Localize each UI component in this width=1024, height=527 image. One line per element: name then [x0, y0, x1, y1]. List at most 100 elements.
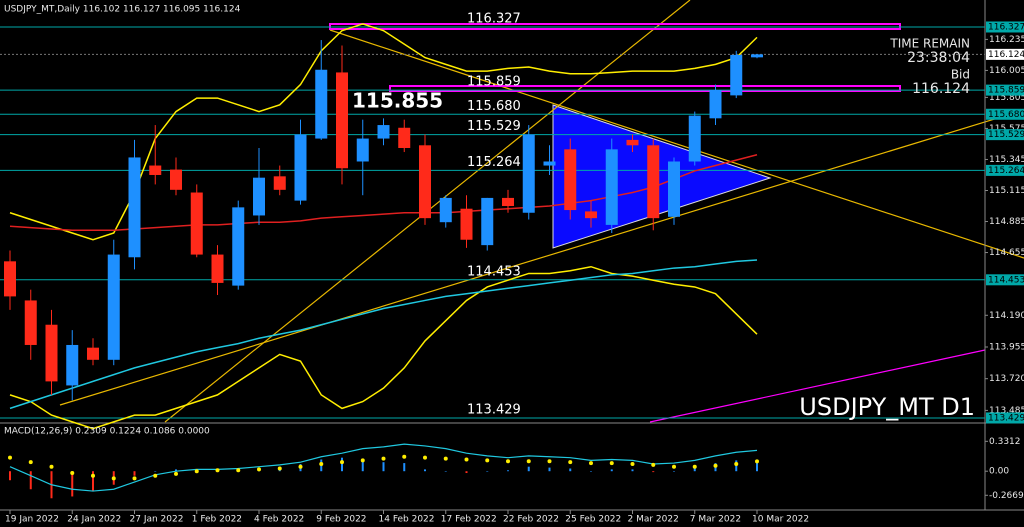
- bid-price-label: 116.124: [988, 50, 1024, 60]
- trend-line: [649, 349, 986, 423]
- indicator-line: [9, 259, 758, 410]
- x-tick-label: 7 Mar 2022: [690, 515, 741, 525]
- signal-dot: [755, 459, 759, 464]
- signal-dot: [194, 469, 199, 474]
- bid-value: 116.124: [912, 81, 970, 97]
- bid-label: Bid: [951, 68, 970, 82]
- signal-dot: [464, 457, 469, 462]
- y-tick-label: 114.190: [989, 311, 1024, 321]
- macd-bar: [133, 471, 136, 476]
- time-remain: 23:38:04: [907, 50, 970, 66]
- macd-bar: [71, 471, 74, 497]
- symbol-header: USDJPY_MT,Daily 116.102 116.127 116.095 …: [4, 5, 241, 15]
- level-price-box: [986, 412, 1024, 424]
- y-tick-label: 113.720: [989, 374, 1024, 384]
- level-price-box: [986, 164, 1024, 176]
- level-price-label: 115.859: [988, 86, 1024, 96]
- candle-body: [709, 89, 722, 119]
- trend-line: [59, 109, 1024, 406]
- candle-body: [626, 139, 639, 146]
- macd-bar: [652, 471, 655, 473]
- level-label: 115.529: [467, 119, 521, 134]
- x-tick-label: 1 Feb 2022: [192, 515, 242, 525]
- y-tick-label: 0.3312: [989, 437, 1021, 447]
- level-price-label: 115.529: [988, 130, 1024, 140]
- macd-bar: [569, 468, 572, 472]
- y-tick-label: 115.575: [989, 124, 1024, 134]
- signal-dot: [609, 461, 614, 466]
- x-tick-label: 9 Feb 2022: [316, 515, 366, 525]
- macd-bar: [465, 471, 468, 474]
- candle-body: [356, 138, 369, 162]
- signal-dot: [402, 454, 407, 459]
- time-remain-label: TIME REMAIN: [889, 37, 970, 51]
- level-label: 113.429: [467, 402, 521, 417]
- candle-body: [107, 254, 120, 360]
- y-tick-label: 116.005: [989, 66, 1024, 76]
- candle-body: [87, 347, 99, 360]
- signal-dot: [91, 473, 95, 478]
- candle-body: [481, 197, 494, 246]
- signal-dot: [8, 455, 12, 460]
- candle-body: [24, 300, 37, 345]
- macd-bar: [9, 471, 11, 481]
- level-label: 116.327: [467, 11, 521, 26]
- signal-dot: [423, 455, 427, 460]
- level-price-label: 116.327: [988, 22, 1024, 32]
- candle-body: [336, 72, 348, 169]
- candle-body: [66, 344, 79, 386]
- macd-bar: [693, 466, 696, 472]
- x-tick-label: 14 Feb 2022: [379, 515, 435, 525]
- macd-bar: [361, 460, 364, 472]
- trend-line: [329, 29, 1024, 259]
- y-tick-label: 115.345: [989, 155, 1024, 165]
- candle-body: [398, 127, 411, 148]
- candle-body: [232, 207, 245, 286]
- x-tick-label: 2 Mar 2022: [628, 515, 679, 525]
- y-tick-label: -0.2669: [989, 491, 1024, 501]
- candle-body: [751, 54, 763, 58]
- signal-dot: [236, 468, 241, 473]
- macd-bar: [631, 469, 634, 472]
- signal-dot: [340, 460, 344, 465]
- candle-body: [128, 157, 141, 258]
- signal-dot: [526, 459, 531, 464]
- signal-dot: [111, 476, 116, 481]
- level-price-label: 115.264: [988, 166, 1024, 176]
- candle-body: [668, 161, 680, 217]
- candle-body: [605, 149, 618, 225]
- macd-bar: [444, 471, 447, 472]
- signal-dot: [506, 459, 510, 464]
- macd-bar: [527, 466, 530, 472]
- signal-dot: [672, 464, 676, 469]
- level-label: 115.859: [467, 75, 521, 90]
- signal-dot: [381, 456, 386, 461]
- x-tick-label: 25 Feb 2022: [565, 515, 621, 525]
- y-tick-label: 0.00: [989, 467, 1009, 477]
- level-price-box: [986, 274, 1024, 286]
- signal-dot: [215, 468, 220, 473]
- level-label: 115.680: [467, 99, 521, 114]
- level-price-box: [986, 108, 1024, 120]
- signal-dot: [485, 458, 490, 463]
- candle-body: [45, 324, 58, 382]
- level-price-label: 113.429: [988, 413, 1024, 423]
- macd-bar: [673, 471, 675, 472]
- x-tick-label: 4 Feb 2022: [254, 515, 304, 525]
- x-tick-label: 24 Jan 2022: [67, 515, 121, 525]
- macd-bar: [590, 471, 592, 472]
- annotation: 115.855: [352, 89, 443, 113]
- signal-dot: [630, 461, 635, 466]
- macd-bar: [175, 469, 177, 472]
- zone-box: [389, 85, 901, 92]
- x-tick-label: 17 Feb 2022: [441, 515, 497, 525]
- plot: 116.235 116.005 115.805 115.575 115.345 115.1…: [0, 11, 1024, 525]
- y-tick-label: 114.885: [989, 217, 1024, 227]
- candle-body: [315, 69, 328, 139]
- candle-body: [190, 192, 203, 255]
- signal-dot: [174, 471, 178, 476]
- signal-dot: [734, 461, 739, 466]
- candle-body: [688, 115, 701, 162]
